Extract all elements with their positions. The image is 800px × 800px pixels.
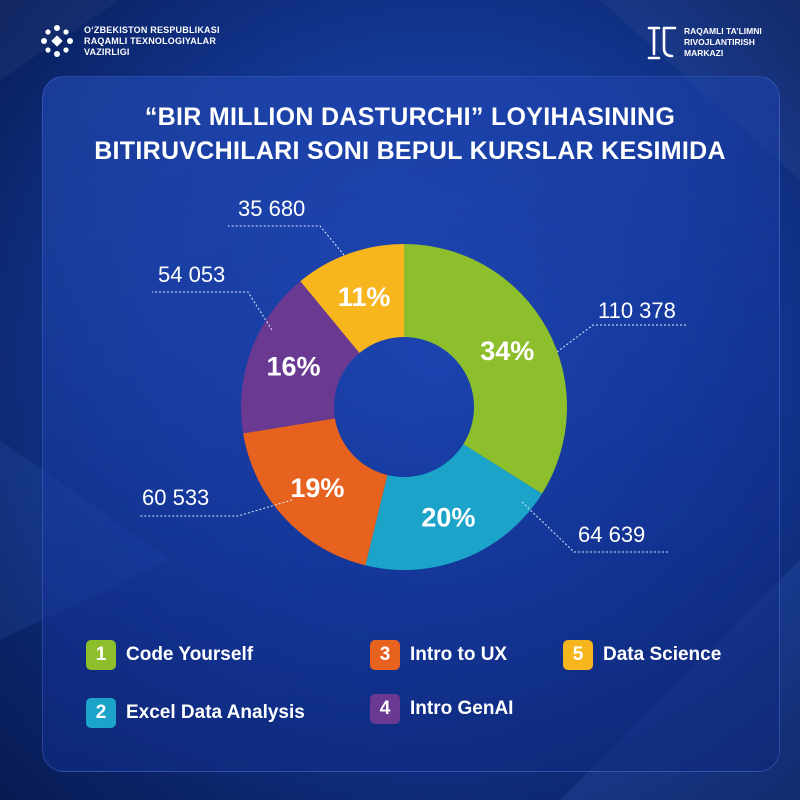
percent-label: 19% <box>290 473 344 503</box>
donut-slice-intro-genai <box>240 281 360 434</box>
legend-item-code-yourself: 1 Code Yourself <box>86 640 253 670</box>
percent-label: 20% <box>421 502 475 532</box>
legend-number-badge: 4 <box>370 694 400 724</box>
value-label: 64 639 <box>578 522 645 547</box>
center-name-line-2: RIVOJLANTIRISH <box>684 36 755 47</box>
chart-card <box>42 76 780 772</box>
chart-title-line-2: BITIRUVCHILARI SONI BEPUL KURSLAR KESIMI… <box>94 137 726 165</box>
donut-slice-intro-to-ux <box>243 418 388 566</box>
ministry-emblem-icon <box>41 25 73 57</box>
center-name-line-1: RAQAMLI TA’LIMNI <box>684 25 762 36</box>
percent-label: 16% <box>267 351 321 381</box>
legend-item-intro-genai: 4 Intro GenAI <box>370 694 513 724</box>
legend-number-badge: 2 <box>86 698 116 728</box>
center-logo: RAQAMLI TA’LIMNI RIVOJLANTIRISH MARKAZI <box>646 24 784 60</box>
donut-slice-excel-data-analysis <box>365 444 542 570</box>
donut-slice-code-yourself <box>404 244 567 494</box>
chart-title-line-1: “BIR MILLION DASTURCHI” LOYIHASINING <box>144 103 676 131</box>
value-label: 54 053 <box>158 262 225 287</box>
value-label: 110 378 <box>598 298 676 323</box>
chart-title: “BIR MILLION DASTURCHI” LOYIHASINING BIT… <box>42 100 778 168</box>
legend-item-excel-data-analysis: 2 Excel Data Analysis <box>86 698 305 728</box>
ministry-name: O‘ZBEKISTON RESPUBLIKASI RAQAMLI TEXNOLO… <box>84 25 274 58</box>
legend-number-badge: 5 <box>563 640 593 670</box>
callout-line <box>228 225 345 256</box>
legend-number-badge: 3 <box>370 640 400 670</box>
donut-slice-data-science <box>300 244 404 353</box>
ministry-name-line-3: VAZIRLIGI <box>84 46 130 57</box>
callout-line <box>556 324 688 353</box>
percent-label: 34% <box>480 336 534 366</box>
legend-label: Intro to UX <box>410 644 508 665</box>
ministry-name-line-2: RAQAMLI TEXNOLOGIYALAR <box>84 35 217 46</box>
legend-label: Excel Data Analysis <box>126 702 305 723</box>
center-emblem-icon <box>647 26 677 60</box>
percent-label: 11% <box>338 282 391 312</box>
value-label: 60 533 <box>142 485 209 510</box>
center-name: RAQAMLI TA’LIMNI RIVOJLANTIRISH MARKAZI <box>684 26 784 59</box>
legend-number-badge: 1 <box>86 640 116 670</box>
legend-item-data-science: 5 Data Science <box>563 640 721 670</box>
legend-label: Code Yourself <box>126 644 254 665</box>
value-label: 35 680 <box>238 196 305 221</box>
ministry-logo: O‘ZBEKISTON RESPUBLIKASI RAQAMLI TEXNOLO… <box>38 22 274 60</box>
legend-label: Intro GenAI <box>410 698 514 719</box>
callout-line <box>152 291 273 331</box>
center-name-line-3: MARKAZI <box>684 47 724 58</box>
legend-label: Data Science <box>603 644 722 665</box>
ministry-name-line-1: O‘ZBEKISTON RESPUBLIKASI <box>84 24 220 35</box>
callout-line <box>521 501 668 553</box>
callout-line <box>140 499 293 517</box>
legend-item-intro-to-ux: 3 Intro to UX <box>370 640 507 670</box>
